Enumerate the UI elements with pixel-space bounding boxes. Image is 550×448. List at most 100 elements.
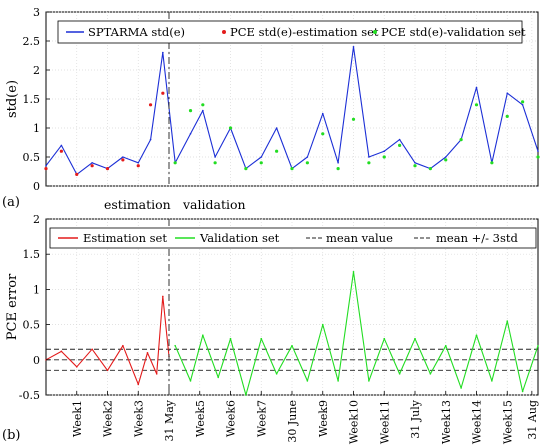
panel-b-x-tick-label: 31 Aug (526, 400, 539, 440)
legend-mean-label: mean value (326, 231, 393, 245)
panel-a-series-marker (505, 114, 509, 118)
panel-b-x-tick-label: Week3 (132, 400, 145, 437)
panel-a-series-point (506, 92, 509, 94)
panel-a-series-marker (382, 155, 386, 159)
legend-pce-validation-label: PCE std(e)-validation set (381, 25, 526, 39)
panel-b-series-point (352, 271, 355, 273)
estimation-annotation: estimation (104, 197, 171, 212)
panel-b-y-tick-label: -0.5 (19, 389, 40, 402)
panel-b-x-ticks: Week1 Week2 Week3 31 May Week5 Week6 Week7 30 J… (71, 391, 539, 444)
legend-validation-label: Validation set (199, 231, 280, 245)
legend-pce-estimation-swatch (222, 30, 226, 34)
panel-a-series-marker (201, 103, 205, 107)
panel-a-series-marker (161, 91, 165, 95)
panel-b-series-point (260, 337, 263, 340)
panel-b-series-point (475, 334, 478, 336)
panel-b-series-point (460, 387, 462, 389)
panel-b-series-point (245, 394, 247, 396)
panel-b-series-point (146, 351, 149, 354)
panel-a-series-marker (305, 161, 309, 165)
panel-b-series-point (321, 323, 324, 326)
panel-a-series-point (189, 133, 192, 135)
panel-a-series-point (414, 162, 416, 164)
panel-a-y-tick-label: 0 (33, 180, 40, 193)
panel-a-series-marker (228, 126, 233, 130)
panel-b-y-tick-label: 0.5 (23, 319, 41, 332)
panel-a-y-tick-label: 2 (33, 64, 40, 77)
panel-b-x-tick-label: Week7 (255, 400, 268, 437)
panel-b-x-tick-label: Week10 (348, 400, 361, 444)
panel-a-series-point (321, 112, 324, 115)
legend-estimation-label: Estimation set (83, 231, 167, 245)
panel-b-x-tick-label: 30 June (286, 400, 299, 443)
panel-a-series-point (398, 138, 401, 141)
panel-a-series-marker (44, 167, 48, 171)
panel-a-series-point (337, 162, 339, 164)
panel-b-series-point (383, 337, 386, 340)
panel-b-series-point (491, 380, 493, 382)
legend-pce-estimation-label: PCE std(e)-estimation set (230, 25, 379, 39)
panel-a-series-marker (490, 161, 494, 165)
panel-b-series-point (337, 380, 339, 382)
panel-a-series-point (149, 138, 152, 141)
panel-b-series-point (444, 344, 447, 347)
panel-a-series-marker (148, 103, 153, 107)
panel-a-series-marker (459, 138, 463, 142)
legend-sptarma-label: SPTARMA std(e) (88, 25, 185, 39)
panel-a-series-point (260, 156, 263, 158)
panel-b-series-point (291, 344, 293, 347)
panel-b-y-tick-label: 1.5 (23, 248, 41, 261)
panel-b-x-tick-label: Week1 (71, 400, 84, 437)
panel-b-y-tick-label: 2 (33, 213, 40, 226)
panel-a-series-marker (398, 143, 402, 147)
panel-b-series-point (506, 320, 509, 322)
panel-a-series-point (202, 109, 204, 112)
panel-a-series-point (122, 156, 124, 158)
panel-b-y-tick-label: 0 (33, 354, 40, 367)
panel-b-series-point (398, 373, 401, 375)
panel-b-x-tick-label: Week14 (471, 400, 484, 444)
panel-b-series-point (429, 373, 432, 375)
panel-b-series-point (202, 334, 204, 336)
panel-a-series-marker (413, 164, 417, 168)
panel-a-series-point (521, 104, 524, 106)
validation-annotation: validation (182, 197, 246, 212)
panel-a-series-marker (90, 164, 94, 168)
panel-b-series-point (537, 344, 539, 347)
panel-a-series-point (352, 46, 355, 48)
panel-a-data (44, 46, 540, 176)
panel-a-series-marker (536, 155, 540, 159)
panel-a-series-marker (428, 167, 432, 171)
panel-b-x-tick-label: 31 July (409, 399, 422, 439)
panel-b-series-point (174, 344, 176, 347)
legend-pce-validation-swatch (373, 30, 377, 34)
panel-a-series-marker (259, 161, 263, 165)
panel-b-series-point (91, 348, 93, 351)
panel-a-series-marker (105, 167, 110, 171)
panel-b-x-tick-label: Week15 (501, 400, 514, 444)
panel-a-series-marker (213, 161, 217, 165)
panel-b-series-point (189, 380, 192, 382)
panel-b-x-tick-label: Week2 (102, 400, 115, 437)
panel-a-series-marker (75, 172, 79, 176)
panel-a-y-tick-label: 1 (33, 122, 40, 135)
panel-a-series-point (137, 162, 140, 164)
panel-a-y-axis-title: std(e) (5, 80, 20, 118)
panel-a-series-point (444, 156, 447, 158)
panel-a-series-point (537, 150, 539, 152)
panel-a-series-point (475, 86, 478, 89)
panel-b-x-tick-label: Week9 (317, 400, 330, 437)
panel-a-series-marker (336, 167, 340, 171)
panel-b-series-point (306, 380, 309, 382)
panel-b-series-point (137, 383, 140, 386)
panel-a-series-point (368, 156, 370, 158)
panel-a-series-point (275, 127, 278, 129)
panel-a-series-marker (173, 161, 177, 165)
panel-a-legend: SPTARMA std(e) PCE std(e)-estimation set… (57, 20, 526, 44)
panel-b-y-axis-title: PCE error (5, 273, 20, 340)
panel-b-x-tick-label: Week6 (225, 400, 238, 437)
panel-a-series-marker (188, 109, 193, 113)
panel-a-series-marker (444, 158, 448, 162)
panel-b-series-point (275, 373, 278, 375)
